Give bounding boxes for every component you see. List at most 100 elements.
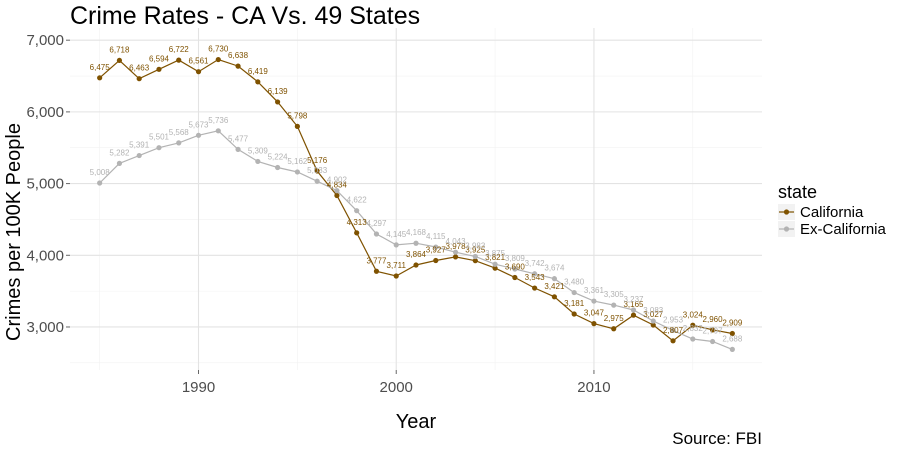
data-label-ex-california: 4,145	[386, 230, 407, 239]
data-point-california	[709, 327, 716, 333]
y-tick-label: 3,000	[26, 319, 64, 336]
data-point-california	[275, 99, 281, 105]
x-tick-label: 2010	[577, 379, 610, 396]
data-point-california	[235, 63, 241, 69]
data-point-ex-california	[670, 327, 676, 333]
data-label-california: 3,711	[387, 261, 407, 270]
data-label-california: 6,463	[129, 64, 150, 73]
data-point-ex-california	[472, 253, 478, 260]
data-point-ex-california	[195, 132, 202, 138]
data-label-california: 3,024	[683, 310, 704, 319]
data-label-california: 6,730	[208, 45, 229, 54]
legend-title: state	[778, 182, 817, 202]
data-point-ex-california	[571, 289, 577, 296]
data-point-california	[650, 322, 656, 328]
data-label-california: 3,925	[465, 246, 486, 255]
data-label-california: 3,047	[584, 309, 605, 318]
data-label-california: 5,176	[307, 156, 328, 165]
data-point-california	[334, 192, 340, 199]
data-label-ex-california: 4,168	[406, 228, 427, 237]
data-point-ex-california	[215, 128, 221, 134]
data-label-california: 3,927	[426, 246, 447, 255]
data-label-ex-california: 4,115	[426, 232, 446, 241]
y-tick-label: 7,000	[26, 32, 64, 49]
data-label-california: 4,313	[347, 218, 368, 227]
data-point-ex-california	[156, 145, 162, 151]
data-point-ex-california	[393, 242, 399, 248]
data-point-california	[452, 254, 459, 260]
data-label-california: 6,561	[188, 57, 209, 66]
data-point-ex-california	[512, 266, 518, 272]
data-label-ex-california: 5,282	[109, 148, 130, 157]
data-point-california	[551, 294, 558, 300]
data-label-ex-california: 4,622	[347, 196, 368, 205]
data-point-california	[156, 66, 162, 72]
data-label-california: 3,777	[366, 256, 387, 265]
data-label-ex-california: 3,809	[505, 254, 526, 263]
data-point-ex-california	[630, 307, 637, 313]
data-point-california	[215, 56, 221, 63]
data-point-california	[393, 273, 399, 279]
data-point-california	[176, 57, 182, 63]
x-tick-label: 2000	[380, 379, 413, 396]
data-label-california: 2,807	[663, 326, 684, 335]
data-point-ex-california	[235, 146, 241, 152]
data-label-california: 6,722	[169, 45, 190, 54]
data-label-ex-california: 4,297	[366, 219, 387, 228]
data-point-california	[571, 311, 577, 317]
chart-title: Crime Rates - CA Vs. 49 States	[70, 2, 420, 30]
data-label-ex-california: 3,983	[465, 242, 486, 251]
data-label-california: 3,864	[406, 250, 427, 259]
data-point-ex-california	[452, 249, 459, 255]
data-point-california	[532, 285, 538, 291]
data-point-ex-california	[136, 152, 142, 159]
source-caption: Source: FBI	[672, 429, 762, 448]
data-point-california	[354, 230, 360, 236]
y-axis-title: Crimes per 100K People	[3, 123, 25, 341]
data-label-california: 3,543	[525, 273, 546, 282]
data-point-california	[413, 262, 419, 268]
data-point-ex-california	[591, 298, 597, 304]
data-label-ex-california: 5,568	[169, 128, 190, 137]
data-point-ex-california	[709, 338, 716, 345]
data-label-ex-california: 5,391	[129, 141, 150, 150]
data-point-ex-california	[690, 336, 696, 342]
data-label-ex-california: 3,361	[584, 286, 605, 295]
data-label-ex-california: 5,673	[188, 120, 209, 129]
data-label-ex-california: 3,237	[623, 295, 644, 304]
data-point-ex-california	[255, 158, 261, 165]
data-label-california: 3,165	[623, 300, 644, 309]
data-label-california: 2,909	[722, 319, 743, 328]
data-point-california	[294, 123, 300, 129]
data-point-california	[670, 338, 676, 344]
data-label-ex-california: 2,832	[683, 324, 704, 333]
data-label-california: 3,690	[505, 263, 526, 272]
data-point-ex-california	[729, 346, 735, 352]
data-label-california: 5,798	[287, 111, 308, 120]
data-label-ex-california: 2,797	[703, 327, 724, 336]
data-point-california	[116, 57, 123, 64]
data-label-california: 4,834	[327, 180, 348, 189]
data-point-california	[690, 322, 696, 328]
data-label-california: 6,419	[248, 67, 269, 76]
data-point-california	[492, 265, 498, 271]
data-point-ex-california	[413, 240, 419, 246]
data-point-ex-california	[294, 169, 300, 175]
data-point-california	[97, 75, 103, 81]
legend-label-california: California	[800, 204, 864, 221]
data-point-california	[136, 76, 142, 82]
y-tick-label: 4,000	[26, 247, 64, 264]
data-point-ex-california	[334, 188, 340, 194]
data-label-california: 3,181	[564, 299, 585, 308]
data-point-ex-california	[492, 261, 498, 267]
data-point-california	[314, 168, 320, 174]
data-label-california: 6,718	[109, 45, 130, 54]
data-label-ex-california: 2,953	[663, 315, 684, 324]
data-point-california	[591, 321, 597, 327]
data-point-california	[433, 257, 439, 264]
data-label-ex-california: 5,162	[287, 157, 308, 166]
